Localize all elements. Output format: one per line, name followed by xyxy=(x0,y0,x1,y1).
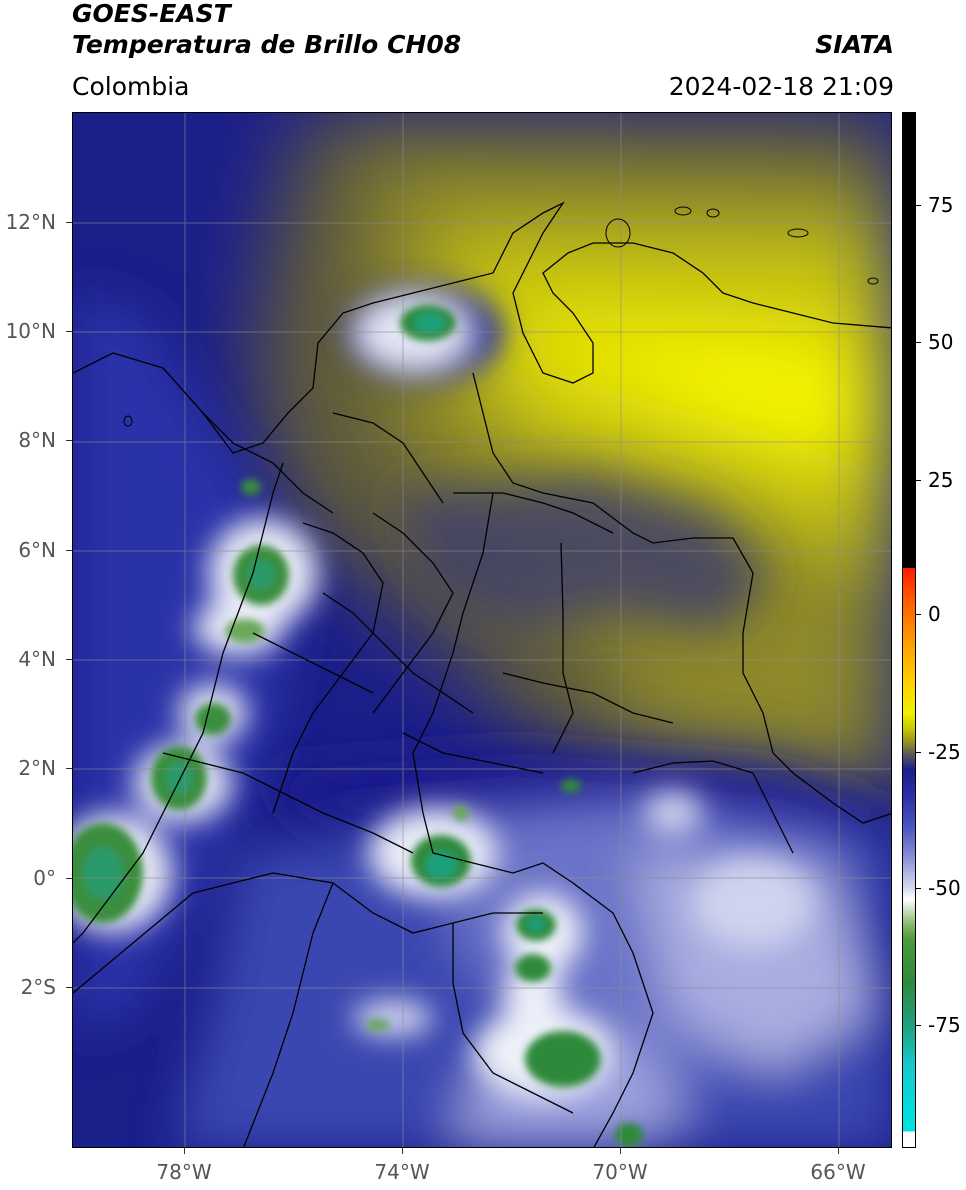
lat-label-10n: 10°N xyxy=(5,319,56,343)
island-coastlines xyxy=(123,206,879,427)
lat-label-6n: 6°N xyxy=(18,538,56,562)
lat-tick xyxy=(66,440,72,441)
lat-label-2n: 2°N xyxy=(18,756,56,780)
colorbar-label-0: 0 xyxy=(928,602,941,626)
colorbar-label-75: 75 xyxy=(928,193,954,217)
lat-tick xyxy=(66,768,72,769)
satellite-map[interactable] xyxy=(72,112,892,1148)
lat-label-2s: 2°S xyxy=(20,975,56,999)
lon-label-78w: 78°W xyxy=(156,1160,212,1184)
country-borders xyxy=(73,201,891,1147)
temperature-colorbar xyxy=(902,112,916,1148)
lat-label-4n: 4°N xyxy=(18,647,56,671)
datetime-label: 2024-02-18 21:09 xyxy=(668,72,894,101)
lat-tick xyxy=(66,550,72,551)
region-label: Colombia xyxy=(72,72,190,101)
product-title: Temperatura de Brillo CH08 xyxy=(72,30,462,59)
colorbar-tick xyxy=(916,888,921,889)
lat-tick xyxy=(66,331,72,332)
lat-tick xyxy=(66,222,72,223)
lon-label-66w: 66°W xyxy=(810,1160,866,1184)
colorbar-label-50: 50 xyxy=(928,330,954,354)
colorbar-tick xyxy=(916,480,921,481)
colorbar-tick xyxy=(916,614,921,615)
lat-tick xyxy=(66,987,72,988)
lon-tick xyxy=(838,1148,839,1154)
colorbar-tick xyxy=(916,752,921,753)
satellite-title: GOES-EAST xyxy=(72,0,231,28)
colorbar-label-minus25: -25 xyxy=(928,740,961,764)
colorbar-label-minus75: -75 xyxy=(928,1013,961,1037)
map-image xyxy=(73,113,891,1147)
colorbar-tick xyxy=(916,1025,921,1026)
colorbar-label-25: 25 xyxy=(928,468,954,492)
colorbar-label-minus50: -50 xyxy=(928,876,961,900)
lat-label-0: 0° xyxy=(33,866,56,890)
lon-tick xyxy=(402,1148,403,1154)
lon-tick xyxy=(184,1148,185,1154)
lat-tick xyxy=(66,659,72,660)
colorbar-tick xyxy=(916,205,921,206)
lat-label-8n: 8°N xyxy=(18,428,56,452)
lat-label-12n: 12°N xyxy=(5,210,56,234)
lon-label-74w: 74°W xyxy=(374,1160,430,1184)
colorbar-tick xyxy=(916,342,921,343)
brand-label: SIATA xyxy=(815,30,894,59)
lat-tick xyxy=(66,878,72,879)
lon-label-70w: 70°W xyxy=(592,1160,648,1184)
lon-tick xyxy=(620,1148,621,1154)
